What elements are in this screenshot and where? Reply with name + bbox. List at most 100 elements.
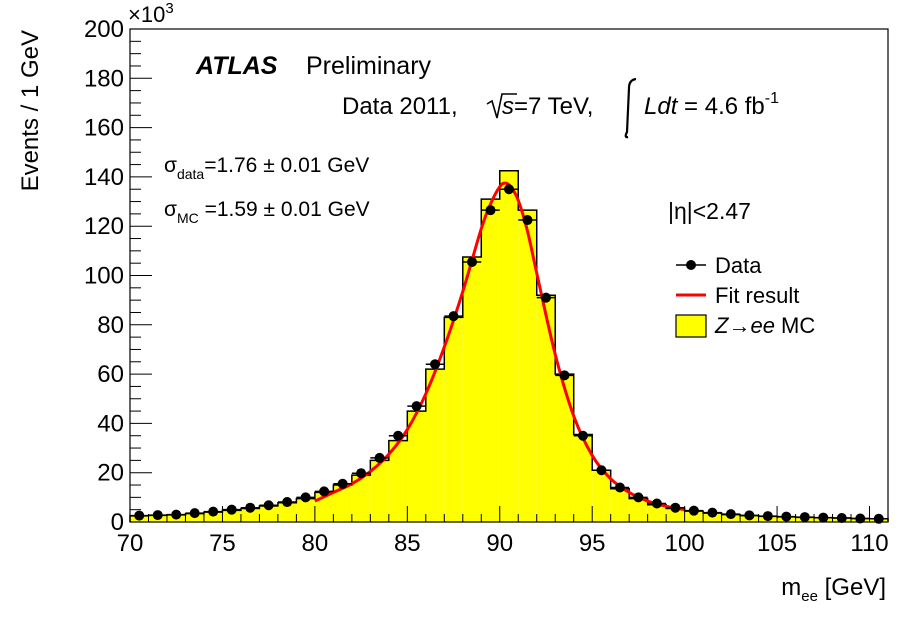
- data-point: [370, 452, 389, 463]
- data-point-marker: [818, 512, 829, 523]
- mc-bin: [592, 470, 611, 522]
- data-point: [795, 512, 815, 523]
- data-point-marker: [300, 492, 311, 503]
- data-point-marker: [393, 430, 404, 441]
- sqrt-symbol: [486, 93, 517, 119]
- x-tick-label: 90: [486, 530, 513, 557]
- legend-fit-entry: Fit result: [676, 283, 799, 308]
- data-point-marker: [540, 292, 551, 303]
- data-point-marker: [651, 498, 662, 509]
- mc-histogram: [129, 169, 889, 523]
- data-point-marker: [374, 452, 385, 463]
- data-point: [610, 482, 630, 493]
- data-point-marker: [134, 510, 145, 521]
- y-tick-label: 60: [97, 361, 124, 388]
- x-tick-label: 75: [209, 530, 236, 557]
- integral-symbol: [624, 77, 637, 139]
- fit-curve-layer: [314, 181, 685, 512]
- x-axis-label: mee [GeV]: [781, 574, 886, 605]
- data-point: [869, 513, 888, 524]
- legend-data-entry: Data: [676, 253, 762, 278]
- data-point: [351, 468, 371, 479]
- axis-ticks: [129, 28, 889, 523]
- data-point-marker: [614, 482, 625, 493]
- data-point: [314, 486, 334, 497]
- x-tick-label: 70: [117, 530, 144, 557]
- data-point: [703, 507, 722, 518]
- data-point-marker: [189, 508, 200, 519]
- x-tick-label: 95: [579, 530, 606, 557]
- data-point-marker: [799, 512, 810, 523]
- data-point-marker: [171, 509, 182, 520]
- data-point: [721, 509, 741, 520]
- data-point: [240, 502, 260, 513]
- data-point: [629, 492, 648, 503]
- legend-label-mc: Z→ee MC: [714, 313, 815, 338]
- x-tick-label: 105: [757, 530, 797, 557]
- data-point-marker: [688, 505, 699, 516]
- sigma-mc-label: σMC =1.59 ± 0.01 GeV: [164, 198, 370, 226]
- data-point: [832, 513, 852, 524]
- data-point: [259, 500, 278, 511]
- data-point: [148, 510, 167, 521]
- y-tick-label: 0: [111, 509, 124, 536]
- mc-bin: [296, 498, 315, 522]
- data-point-marker: [430, 359, 441, 370]
- data-point: [666, 502, 685, 513]
- mc-bin: [444, 317, 463, 522]
- y-tick-label: 180: [84, 65, 124, 92]
- energy-label: s=7 TeV,: [502, 93, 593, 120]
- fit-curve: [314, 181, 685, 512]
- data-point: [185, 508, 204, 519]
- legend-mc-entry: Z→ee MC: [675, 313, 815, 338]
- data-point-marker: [448, 311, 459, 322]
- mc-bin: [666, 508, 685, 522]
- mc-bin: [388, 440, 408, 522]
- data-point-marker: [467, 256, 478, 267]
- mc-bin: [536, 295, 556, 522]
- data-point-marker: [356, 468, 367, 479]
- data-point-marker: [522, 215, 533, 226]
- data-point-marker: [411, 401, 422, 412]
- x-tick-label: 100: [665, 530, 705, 557]
- data-point-marker: [485, 205, 496, 216]
- data-point: [555, 370, 574, 381]
- data-point-marker: [762, 511, 773, 522]
- data-point-marker: [670, 502, 681, 513]
- data-point: [573, 430, 593, 441]
- data-point: [518, 215, 537, 226]
- axis-tick-labels: 70 75 80 85 90 95 100 105 110 0 20 40 60 80 100 120 140 1…: [84, 16, 889, 557]
- lumi-value: Ldt = 4.6 fb-1: [644, 90, 779, 120]
- data-point-marker: [226, 504, 237, 515]
- data-point-marker: [577, 430, 588, 441]
- data-point: [851, 513, 870, 524]
- mc-bin: [573, 434, 593, 522]
- preliminary-label: Preliminary: [306, 52, 432, 80]
- mc-bin: [351, 475, 371, 522]
- y-tick-label: 160: [84, 115, 124, 142]
- lumi-label: Data 2011,: [342, 93, 458, 120]
- y-tick-label: 200: [84, 16, 124, 43]
- mc-bin: [555, 374, 574, 522]
- mc-bin: [499, 170, 519, 523]
- mc-bin: [629, 498, 648, 522]
- data-point: [647, 498, 667, 509]
- mc-bin: [610, 488, 630, 522]
- data-point-marker: [633, 492, 644, 503]
- data-point: [740, 510, 759, 521]
- data-point: [203, 506, 223, 517]
- data-points: [130, 184, 888, 524]
- y-tick-label: 140: [84, 164, 124, 191]
- data-point-marker: [337, 478, 348, 489]
- data-point: [777, 511, 796, 522]
- data-point-marker: [744, 510, 755, 521]
- data-point-marker: [559, 370, 570, 381]
- mc-bin: [407, 411, 426, 522]
- data-point-marker: [152, 510, 163, 521]
- data-point: [481, 205, 500, 216]
- data-point: [407, 401, 426, 412]
- y-multiplier: ×103: [128, 0, 174, 27]
- mc-bin: [222, 510, 241, 522]
- data-point: [425, 359, 445, 370]
